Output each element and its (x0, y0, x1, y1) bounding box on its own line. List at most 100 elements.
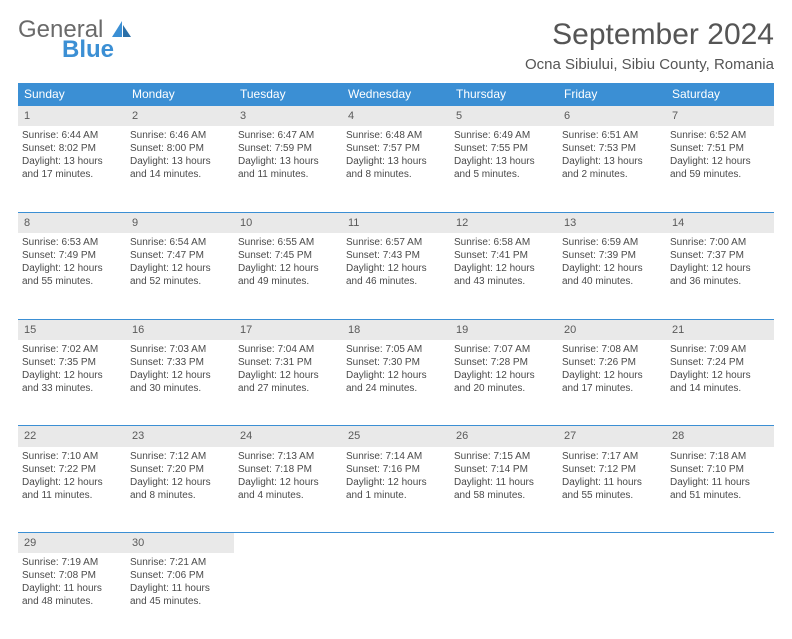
daylight-line1: Daylight: 12 hours (346, 262, 446, 275)
daylight-line1: Daylight: 12 hours (130, 262, 230, 275)
sunset: Sunset: 7:26 PM (562, 356, 662, 369)
daylight-line1: Daylight: 12 hours (346, 369, 446, 382)
daylight-line1: Daylight: 12 hours (670, 155, 770, 168)
day-cell: Sunrise: 6:47 AMSunset: 7:59 PMDaylight:… (234, 126, 342, 212)
day-number: 27 (558, 426, 666, 447)
day-number: 28 (666, 426, 774, 447)
day-cell: Sunrise: 6:48 AMSunset: 7:57 PMDaylight:… (342, 126, 450, 212)
sunset: Sunset: 7:16 PM (346, 463, 446, 476)
day-number: 24 (234, 426, 342, 447)
day-cell: Sunrise: 7:15 AMSunset: 7:14 PMDaylight:… (450, 447, 558, 533)
sunset: Sunset: 7:59 PM (238, 142, 338, 155)
day-cell: Sunrise: 7:17 AMSunset: 7:12 PMDaylight:… (558, 447, 666, 533)
sunrise: Sunrise: 7:07 AM (454, 343, 554, 356)
sunrise: Sunrise: 6:57 AM (346, 236, 446, 249)
day-header: Tuesday (234, 83, 342, 106)
location: Ocna Sibiului, Sibiu County, Romania (525, 56, 774, 73)
day-cell: Sunrise: 6:53 AMSunset: 7:49 PMDaylight:… (18, 233, 126, 319)
day-number: 6 (558, 106, 666, 127)
sunset: Sunset: 7:55 PM (454, 142, 554, 155)
sunrise: Sunrise: 7:12 AM (130, 450, 230, 463)
daylight-line1: Daylight: 12 hours (454, 369, 554, 382)
daylight-line1: Daylight: 12 hours (130, 476, 230, 489)
day-cell: Sunrise: 6:55 AMSunset: 7:45 PMDaylight:… (234, 233, 342, 319)
daylight-line1: Daylight: 13 hours (562, 155, 662, 168)
detail-row: Sunrise: 7:19 AMSunset: 7:08 PMDaylight:… (18, 553, 774, 639)
month-title: September 2024 (525, 18, 774, 52)
day-cell: Sunrise: 6:59 AMSunset: 7:39 PMDaylight:… (558, 233, 666, 319)
day-cell: Sunrise: 7:02 AMSunset: 7:35 PMDaylight:… (18, 340, 126, 426)
sunrise: Sunrise: 6:46 AM (130, 129, 230, 142)
sunrise: Sunrise: 6:55 AM (238, 236, 338, 249)
day-number (450, 533, 558, 554)
day-number: 19 (450, 319, 558, 340)
daylight-line2: and 59 minutes. (670, 168, 770, 181)
daylight-line2: and 27 minutes. (238, 382, 338, 395)
daylight-line2: and 36 minutes. (670, 275, 770, 288)
day-cell: Sunrise: 7:08 AMSunset: 7:26 PMDaylight:… (558, 340, 666, 426)
day-cell: Sunrise: 7:21 AMSunset: 7:06 PMDaylight:… (126, 553, 234, 639)
day-number: 3 (234, 106, 342, 127)
detail-row: Sunrise: 6:44 AMSunset: 8:02 PMDaylight:… (18, 126, 774, 212)
sunset: Sunset: 7:08 PM (22, 569, 122, 582)
sunrise: Sunrise: 6:59 AM (562, 236, 662, 249)
day-number: 12 (450, 212, 558, 233)
daylight-line2: and 55 minutes. (22, 275, 122, 288)
sunrise: Sunrise: 6:48 AM (346, 129, 446, 142)
day-cell: Sunrise: 7:13 AMSunset: 7:18 PMDaylight:… (234, 447, 342, 533)
sunset: Sunset: 7:30 PM (346, 356, 446, 369)
sunset: Sunset: 8:02 PM (22, 142, 122, 155)
brand-logo: General Blue (18, 18, 132, 62)
daylight-line1: Daylight: 11 hours (670, 476, 770, 489)
title-block: September 2024 Ocna Sibiului, Sibiu Coun… (525, 18, 774, 73)
daylight-line1: Daylight: 12 hours (670, 369, 770, 382)
day-number: 10 (234, 212, 342, 233)
day-cell: Sunrise: 7:03 AMSunset: 7:33 PMDaylight:… (126, 340, 234, 426)
daylight-line2: and 17 minutes. (22, 168, 122, 181)
sunset: Sunset: 7:06 PM (130, 569, 230, 582)
sunrise: Sunrise: 7:03 AM (130, 343, 230, 356)
daylight-line1: Daylight: 13 hours (346, 155, 446, 168)
day-number: 20 (558, 319, 666, 340)
day-number (234, 533, 342, 554)
daylight-line2: and 20 minutes. (454, 382, 554, 395)
sunset: Sunset: 7:28 PM (454, 356, 554, 369)
day-cell: Sunrise: 7:10 AMSunset: 7:22 PMDaylight:… (18, 447, 126, 533)
day-cell: Sunrise: 7:12 AMSunset: 7:20 PMDaylight:… (126, 447, 234, 533)
sunrise: Sunrise: 6:47 AM (238, 129, 338, 142)
daylight-line1: Daylight: 12 hours (562, 262, 662, 275)
day-number: 4 (342, 106, 450, 127)
daylight-line2: and 2 minutes. (562, 168, 662, 181)
daylight-line1: Daylight: 13 hours (238, 155, 338, 168)
daynum-row: 1234567 (18, 106, 774, 127)
daylight-line2: and 58 minutes. (454, 489, 554, 502)
day-cell: Sunrise: 6:54 AMSunset: 7:47 PMDaylight:… (126, 233, 234, 319)
sunrise: Sunrise: 6:51 AM (562, 129, 662, 142)
daylight-line1: Daylight: 12 hours (454, 262, 554, 275)
day-number: 7 (666, 106, 774, 127)
sunset: Sunset: 7:51 PM (670, 142, 770, 155)
sunrise: Sunrise: 7:10 AM (22, 450, 122, 463)
daynum-row: 2930 (18, 533, 774, 554)
day-number: 15 (18, 319, 126, 340)
sunrise: Sunrise: 6:58 AM (454, 236, 554, 249)
day-number: 25 (342, 426, 450, 447)
daylight-line1: Daylight: 13 hours (454, 155, 554, 168)
daylight-line2: and 51 minutes. (670, 489, 770, 502)
day-cell (450, 553, 558, 639)
daylight-line1: Daylight: 13 hours (22, 155, 122, 168)
day-number: 23 (126, 426, 234, 447)
day-number: 18 (342, 319, 450, 340)
calendar-table: Sunday Monday Tuesday Wednesday Thursday… (18, 83, 774, 639)
sunset: Sunset: 7:18 PM (238, 463, 338, 476)
sunset: Sunset: 7:24 PM (670, 356, 770, 369)
sunset: Sunset: 8:00 PM (130, 142, 230, 155)
day-number (558, 533, 666, 554)
sunset: Sunset: 7:39 PM (562, 249, 662, 262)
sunset: Sunset: 7:22 PM (22, 463, 122, 476)
daylight-line2: and 17 minutes. (562, 382, 662, 395)
day-number: 2 (126, 106, 234, 127)
daylight-line2: and 11 minutes. (22, 489, 122, 502)
daylight-line2: and 33 minutes. (22, 382, 122, 395)
sunrise: Sunrise: 7:13 AM (238, 450, 338, 463)
